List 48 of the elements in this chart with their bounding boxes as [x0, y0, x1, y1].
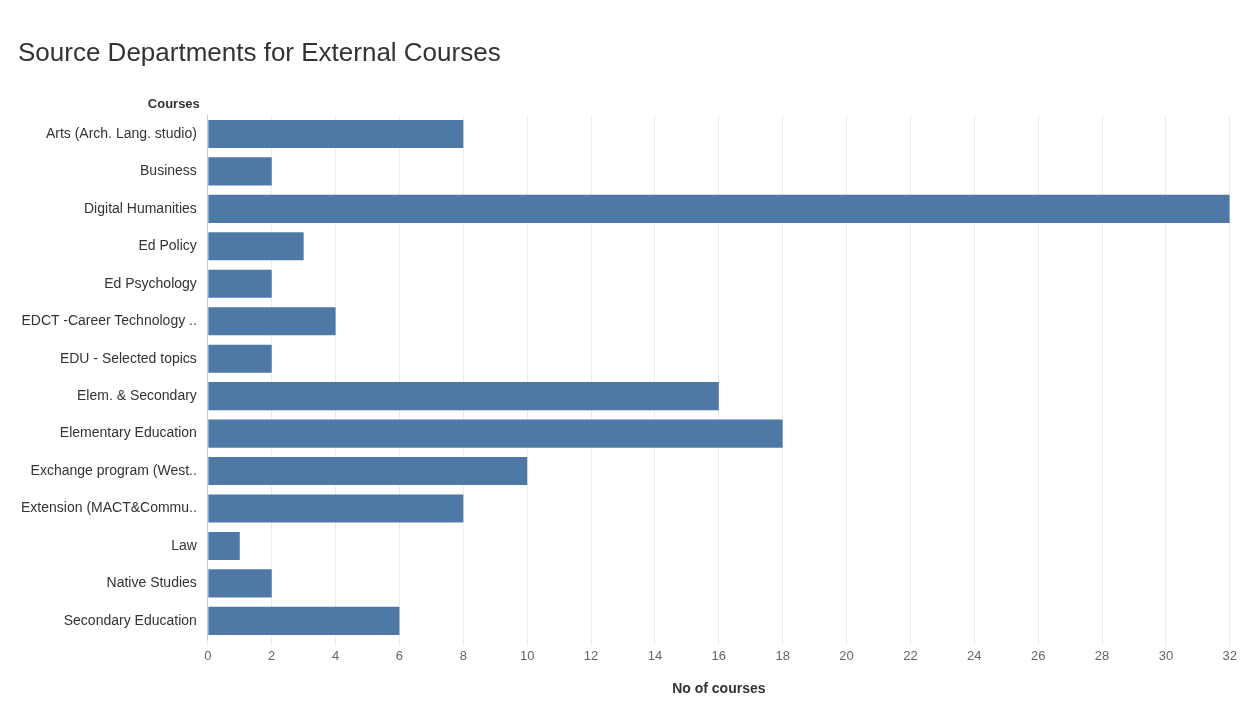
x-tick-label: 8: [459, 647, 467, 663]
x-tick-label: 2: [268, 647, 276, 663]
bar: [208, 307, 336, 336]
chart-title: Source Departments for External Courses: [18, 36, 501, 67]
x-tick-label: 4: [331, 647, 340, 663]
x-axis-title: No of courses: [672, 680, 766, 697]
y-tick-label: Digital Humanities: [84, 199, 197, 216]
bar: [208, 419, 783, 448]
bar: [208, 457, 528, 486]
y-tick-label: Native Studies: [106, 574, 197, 591]
bar: [208, 157, 272, 186]
y-tick-label: Extension (MACT&Commu..: [21, 499, 197, 516]
y-tick-label: Secondary Education: [63, 611, 197, 628]
x-tick-label: 20: [839, 647, 854, 663]
x-tick-label: 24: [967, 647, 982, 663]
x-tick-label: 10: [519, 647, 535, 663]
x-tick-label: 26: [1030, 647, 1046, 663]
y-tick-label: Exchange program (West..: [30, 461, 197, 478]
x-tick-label: 18: [775, 647, 790, 663]
bar: [208, 119, 464, 148]
bar: [208, 382, 719, 411]
y-tick-label: Arts (Arch. Lang. studio): [45, 124, 197, 141]
x-tick-label: 14: [647, 647, 663, 663]
bar: [208, 494, 464, 523]
y-tick-label: Business: [140, 162, 197, 179]
y-tick-label: Elementary Education: [59, 424, 197, 441]
bar: [208, 344, 272, 373]
bar: [208, 194, 1230, 223]
x-tick-label: 32: [1222, 647, 1237, 663]
bar: [208, 232, 304, 261]
x-tick-label: 22: [903, 647, 918, 663]
y-tick-label: Ed Psychology: [104, 274, 197, 291]
x-tick-label: 16: [711, 647, 727, 663]
x-tick-label: 28: [1094, 647, 1110, 663]
bar: [208, 569, 272, 598]
x-tick-label: 6: [395, 647, 404, 663]
bar: [208, 269, 272, 298]
bar: [208, 606, 400, 635]
y-axis-title: Courses: [147, 96, 200, 112]
y-tick-label: Elem. & Secondary: [77, 386, 197, 403]
y-tick-label: EDCT -Career Technology ..: [21, 312, 197, 329]
y-tick-label: EDU - Selected topics: [59, 349, 197, 366]
x-tick-label: 12: [583, 647, 599, 663]
y-tick-label: Law: [171, 536, 198, 553]
x-tick-label: 30: [1158, 647, 1174, 663]
bar: [208, 531, 240, 560]
x-tick-label: 0: [204, 647, 212, 663]
y-tick-label: Ed Policy: [138, 237, 197, 254]
